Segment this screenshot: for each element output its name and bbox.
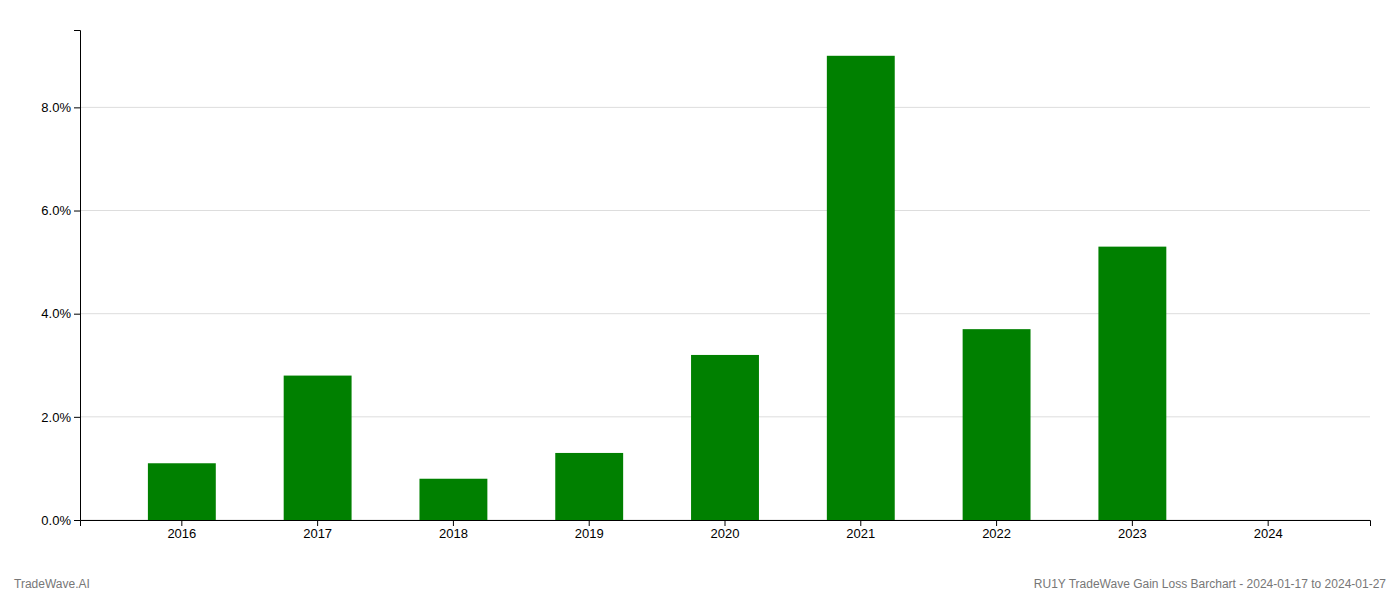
tick-label: 2021: [846, 526, 875, 541]
plot: 2016 2017 2018 2019 2020 2021 2022 2023 2024 0.0%…: [41, 31, 1370, 542]
tick-mark: [996, 520, 997, 526]
tick: 6.0%: [41, 203, 80, 218]
tick: 2022: [982, 520, 1011, 541]
tick: 0.0%: [41, 513, 80, 528]
tick-label: 8.0%: [41, 100, 71, 115]
bar: [691, 355, 759, 520]
bar: [555, 453, 623, 520]
bar: [148, 463, 216, 520]
tick-mark: [453, 520, 454, 526]
tick: 2023: [1118, 520, 1147, 541]
bar: [284, 376, 352, 520]
tick-label: 2023: [1118, 526, 1147, 541]
grid-line: [80, 313, 1370, 314]
tick: 2018: [439, 520, 468, 541]
x-axis: 2016 2017 2018 2019 2020 2021 2022 2023 2024: [81, 520, 1371, 541]
tick-label: 0.0%: [41, 513, 71, 528]
tick-label: 2.0%: [41, 410, 71, 425]
tick-label: 2024: [1254, 526, 1283, 541]
tick: 4.0%: [41, 306, 80, 321]
tick-mark: [74, 314, 80, 315]
tick: 2020: [711, 520, 740, 541]
tick-mark: [860, 520, 861, 526]
grid-line: [80, 107, 1370, 108]
tick-mark: [74, 520, 80, 521]
tick-mark: [1268, 520, 1269, 526]
tick-mark: [74, 107, 80, 108]
footer: TradeWave.AI: [14, 577, 90, 591]
bar: [419, 479, 487, 520]
tick-label: 2019: [575, 526, 604, 541]
tick-label: 2017: [303, 526, 332, 541]
tick: 2019: [575, 520, 604, 541]
tick: 8.0%: [41, 100, 80, 115]
tick-mark: [74, 211, 80, 212]
tick-mark: [317, 520, 318, 526]
bar: [827, 56, 895, 520]
grid: [80, 107, 1370, 520]
axis-line: [81, 521, 1371, 527]
tick: 2024: [1254, 520, 1283, 541]
tick-label: 2018: [439, 526, 468, 541]
tick: 2.0%: [41, 410, 80, 425]
tick-label: 2016: [167, 526, 196, 541]
y-axis: 0.0% 2.0% 4.0% 6.0% 8.0%: [41, 31, 80, 528]
tick-label: 2022: [982, 526, 1011, 541]
tick: 2016: [167, 520, 196, 541]
axis-line: [74, 31, 81, 521]
bar: [1234, 520, 1302, 521]
footer: RU1Y TradeWave Gain Loss Barchart - 2024…: [1034, 577, 1387, 591]
bar: [1098, 247, 1166, 520]
tick: 2017: [303, 520, 332, 541]
tick: 2021: [846, 520, 875, 541]
tick-label: 2020: [711, 526, 740, 541]
bar: [963, 329, 1031, 520]
tick-label: 6.0%: [41, 203, 71, 218]
grid-line: [80, 210, 1370, 211]
tick-mark: [181, 520, 182, 526]
tick-label: 4.0%: [41, 306, 71, 321]
bars: [148, 56, 1166, 520]
chart: 2016 2017 2018 2019 2020 2021 2022 2023 2024 0.0%…: [0, 0, 1400, 600]
tick-mark: [1132, 520, 1133, 526]
tick-mark: [74, 417, 80, 418]
tick-mark: [725, 520, 726, 526]
tick-mark: [589, 520, 590, 526]
